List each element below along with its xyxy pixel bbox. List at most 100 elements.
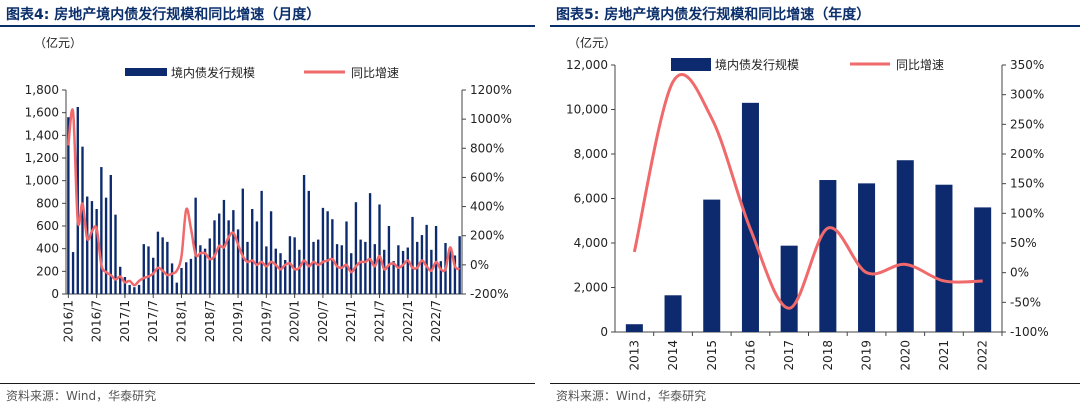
x-tick-label: 2019	[860, 340, 874, 371]
bar-mark	[86, 196, 89, 294]
x-tick-label: 2017/7	[146, 300, 160, 342]
unit-label: （亿元）	[568, 36, 617, 50]
source-note: 资料来源：Wind，华泰研究	[556, 389, 707, 403]
bar-mark	[387, 226, 391, 294]
bar-mark	[420, 235, 424, 294]
monthly-chart-panel: 图表4: 房地产境内债发行规模和同比增速（月度） （亿元） 境内债发行规模 同比增…	[0, 0, 535, 409]
title-rule	[550, 25, 1080, 27]
bar-mark	[161, 237, 164, 294]
bar-mark	[406, 247, 409, 294]
y-left-tick-label: 1,400	[25, 128, 59, 142]
bar-mark	[703, 199, 721, 332]
bar-mark	[383, 249, 386, 294]
annual-chart-panel: 图表5: 房地产境内债发行规模和同比增速（年度） （亿元） 境内债发行规模 同比增…	[550, 0, 1080, 409]
x-tick-label: 2022/7	[429, 300, 443, 342]
title-rule	[0, 25, 535, 27]
bar-mark	[858, 183, 876, 332]
bar-mark	[255, 221, 259, 294]
bar-mark	[326, 211, 329, 294]
y-right-tick-label: -200%	[470, 287, 509, 301]
bar-mark	[260, 190, 263, 294]
y-left-tick-label: 12,000	[566, 58, 608, 72]
bar-mark	[340, 245, 343, 294]
bar-mark	[819, 180, 837, 332]
bar-mark	[298, 249, 301, 294]
y-right-tick-label: 200%	[1010, 147, 1044, 161]
bar-mark	[321, 207, 325, 294]
y-left-tick-label: 8,000	[574, 147, 608, 161]
bar-mark	[152, 257, 155, 294]
bar-mark	[114, 214, 117, 294]
bar-mark	[67, 117, 70, 294]
bar-mark	[664, 295, 682, 332]
bar-mark	[194, 197, 197, 294]
y-left-tick-label: 200	[36, 264, 59, 278]
y-left-tick-label: 600	[36, 219, 59, 233]
bar-mark	[780, 245, 798, 332]
y-right-tick-label: 400%	[470, 200, 504, 214]
y-left-tick-label: 1,200	[25, 151, 59, 165]
annual-chart-svg: 境内债发行规模 同比增速 0 2,000 4,000 6,000 8,000 10,000 12…	[566, 57, 1049, 371]
y-left-tick-label: 6,000	[574, 192, 608, 206]
bar-mark	[137, 284, 141, 294]
bar-mark	[354, 202, 358, 294]
bar-mark	[368, 193, 372, 294]
bar-mark	[104, 197, 108, 294]
bar-mark	[312, 241, 315, 294]
bar-mark	[411, 216, 414, 294]
y-left-tick-label: 400	[36, 242, 59, 256]
bar-mark	[109, 175, 112, 294]
bar-mark	[269, 211, 273, 294]
x-tick-label: 2020/7	[316, 300, 330, 342]
bar-mark	[251, 209, 254, 294]
bar-mark	[425, 224, 428, 294]
y-left-tick-label: 0	[51, 287, 59, 301]
bar-mark	[307, 190, 310, 294]
chart-title: 图表4: 房地产境内债发行规模和同比增速（月度）	[6, 7, 321, 23]
bar-mark	[123, 277, 127, 294]
unit-label: （亿元）	[34, 36, 83, 50]
legend-bar-label: 境内债发行规模	[171, 65, 255, 80]
x-tick-label: 2021	[937, 340, 951, 371]
y-right-tick-label: 600%	[470, 170, 504, 184]
bottom-rule	[550, 383, 1080, 384]
x-tick-label: 2017	[782, 340, 796, 371]
bar-mark	[236, 229, 240, 294]
bar-mark	[350, 253, 353, 294]
bar-mark	[166, 241, 169, 294]
bar-mark	[208, 238, 211, 294]
bar-mark	[142, 244, 145, 294]
bar-mark	[71, 252, 75, 294]
x-tick-label: 2017/1	[118, 300, 132, 342]
x-tick-label: 2019/1	[231, 300, 245, 342]
y-right-tick-label: 0%	[470, 258, 489, 272]
legend-line-label: 同比增速	[896, 58, 944, 72]
x-tick-label: 2020	[898, 340, 912, 371]
bar-mark	[741, 102, 759, 332]
legend-bar-swatch	[671, 58, 711, 71]
bar-mark	[274, 248, 277, 294]
bar-mark	[434, 226, 438, 294]
bar-mark	[241, 188, 244, 294]
bar-mark	[335, 244, 339, 294]
bar-mark	[90, 201, 94, 294]
y-right-tick-label: 1000%	[470, 112, 512, 126]
bar-mark	[147, 246, 150, 294]
bar-mark	[133, 287, 136, 294]
x-tick-label: 2016/1	[61, 300, 75, 342]
monthly-chart-svg: 境内债发行规模 同比增速 0 200 400 600 800 1,000 1,200 1,400 1…	[25, 65, 512, 342]
legend-line-label: 同比增速	[351, 66, 399, 80]
bar-mark	[378, 204, 381, 294]
bar-mark	[128, 284, 131, 294]
legend-bar-swatch	[125, 68, 167, 76]
bar-mark	[625, 324, 643, 332]
bar-mark	[199, 245, 202, 294]
bar-mark	[896, 160, 914, 332]
x-tick-label: 2018	[821, 340, 835, 371]
y-left-tick-label: 4,000	[574, 236, 608, 250]
legend-bar-label: 境内债发行规模	[715, 57, 799, 72]
bar-mark	[373, 244, 376, 294]
bar-mark	[453, 255, 457, 294]
bar-mark	[100, 167, 103, 294]
growth-line	[632, 73, 983, 310]
